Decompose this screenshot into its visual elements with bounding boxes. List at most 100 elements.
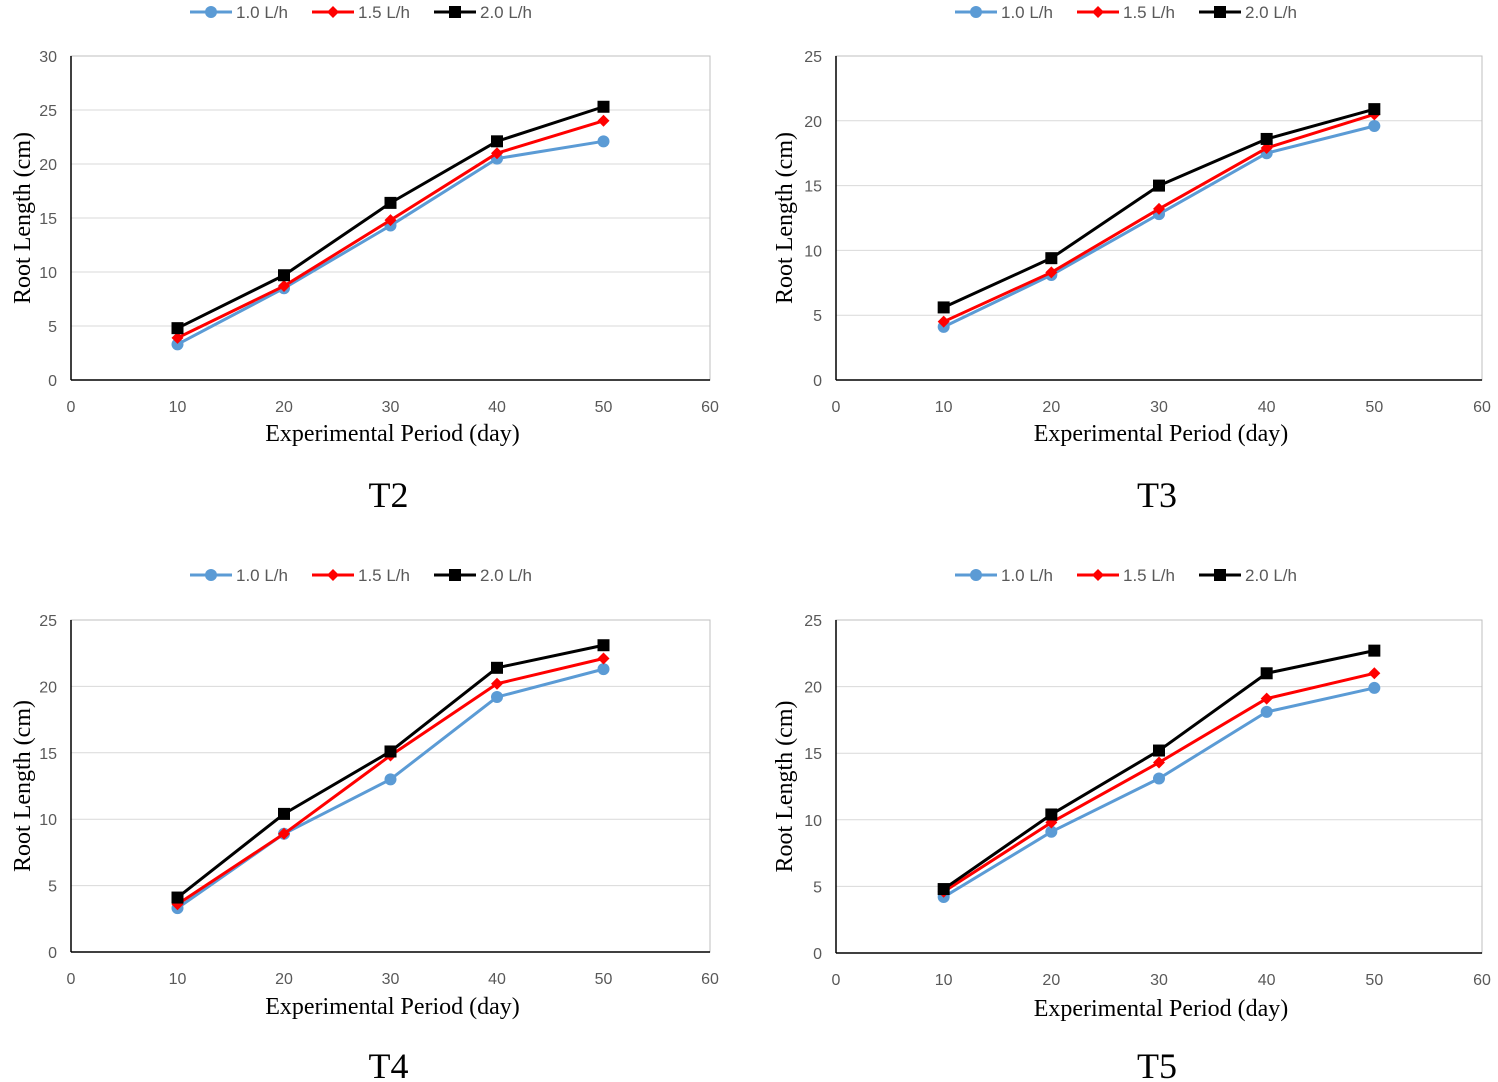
x-tick-label: 30 [1150,399,1168,416]
chart-panel-t2: 0 5 10 15 20 25 30 0 10 20 30 40 50 60 1.0 L/h 1.5 L/h 2… [10,3,719,515]
data-point [491,147,503,160]
y-tick-label: 15 [39,211,57,228]
data-point [1260,667,1273,680]
x-tick-label: 40 [488,971,506,988]
x-tick-label: 40 [1258,399,1276,416]
panel-label: T5 [1137,1046,1177,1082]
legend-item-2: 2.0 L/h [434,3,532,22]
legend-label: 1.5 L/h [1123,566,1175,585]
x-tick-label: 60 [701,399,719,416]
y-tick-label: 10 [804,243,822,260]
legend-label: 2.0 L/h [480,3,532,22]
x-tick-label: 60 [701,971,719,988]
legend-label: 2.0 L/h [480,566,532,585]
x-tick-label: 40 [488,399,506,416]
x-tick-label: 30 [382,399,400,416]
legend-item-0: 1.0 L/h [955,3,1053,22]
data-point [597,639,610,652]
data-point [384,745,397,758]
legend-label: 2.0 L/h [1245,566,1297,585]
legend-marker [970,569,982,581]
data-point [278,269,290,282]
legend-label: 1.0 L/h [1001,3,1053,22]
x-tick-label: 20 [1042,399,1060,416]
data-point [1368,103,1381,116]
x-tick-label: 50 [595,399,613,416]
plot-area-border [835,619,1483,954]
data-point [1153,756,1165,769]
y-tick-label: 25 [804,613,822,630]
legend-label: 1.0 L/h [236,3,288,22]
x-axis-title: Experimental Period (day) [265,994,520,1020]
y-tick-label: 30 [39,49,57,66]
data-point [1153,179,1165,192]
data-point [278,807,290,820]
x-tick-label: 30 [382,971,400,988]
data-point [278,827,290,840]
legend-item-0: 1.0 L/h [190,3,288,22]
data-point [171,322,184,335]
y-tick-label: 10 [39,812,57,829]
y-tick-label: 5 [813,879,822,896]
legend-marker [1214,569,1226,581]
chart-panel-t4: 0 5 10 15 20 25 0 10 20 30 40 50 60 1.0 L/h 1.5 L/h 2.0… [10,566,719,1082]
data-point [597,100,610,113]
x-tick-label: 0 [67,971,76,988]
panel-label: T3 [1137,475,1177,515]
data-point [597,652,610,665]
x-tick-label: 50 [1365,399,1383,416]
data-point [171,891,184,904]
y-tick-label: 5 [813,308,822,325]
y-tick-label: 25 [39,613,57,630]
legend-marker [1214,6,1226,18]
legend-item-0: 1.0 L/h [190,566,288,585]
data-point [1368,681,1381,694]
x-tick-label: 50 [1365,972,1383,989]
data-point [171,331,184,344]
data-point [278,280,290,293]
legend-label: 2.0 L/h [1245,3,1297,22]
chart-panel-t5: 0 5 10 15 20 25 0 10 20 30 40 50 60 1.0 L/h 1.5 L/h 2.0… [772,566,1491,1082]
x-tick-label: 40 [1258,972,1276,989]
x-tick-label: 10 [935,972,953,989]
panel-label: T4 [369,1046,409,1082]
x-axis-title: Experimental Period (day) [1034,996,1289,1022]
y-axis-title: Root Length (cm) [772,132,798,304]
x-tick-label: 0 [832,399,841,416]
data-point [1260,132,1273,145]
legend-item-2: 2.0 L/h [434,566,532,585]
y-axis-title: Root Length (cm) [772,701,798,873]
data-point [1045,808,1058,821]
x-axis-title: Experimental Period (day) [1034,421,1289,447]
data-point [1260,142,1273,155]
legend-marker [1092,569,1104,581]
y-tick-label: 0 [48,945,57,962]
series-line-0 [176,139,604,346]
legend-marker [205,569,217,581]
legend-marker [205,6,217,18]
y-axis-title: Root Length (cm) [10,700,36,872]
data-point [1260,705,1273,718]
y-tick-label: 0 [813,373,822,390]
legend-marker [1092,6,1104,18]
data-point [937,301,950,314]
data-point [491,661,503,674]
data-point [171,338,184,351]
data-point [1260,692,1273,705]
x-tick-label: 0 [832,972,841,989]
data-point [384,196,397,209]
x-tick-label: 0 [67,399,76,416]
y-tick-label: 0 [48,373,57,390]
x-tick-label: 20 [1042,972,1060,989]
y-tick-label: 0 [813,946,822,963]
y-tick-label: 15 [804,179,822,196]
x-tick-label: 20 [275,399,293,416]
x-axis-title: Experimental Period (day) [265,421,520,447]
data-point [597,114,610,127]
legend-item-0: 1.0 L/h [955,566,1053,585]
x-tick-label: 50 [595,971,613,988]
legend-item-1: 1.5 L/h [312,566,410,585]
y-tick-label: 15 [39,746,57,763]
y-tick-label: 25 [804,49,822,66]
